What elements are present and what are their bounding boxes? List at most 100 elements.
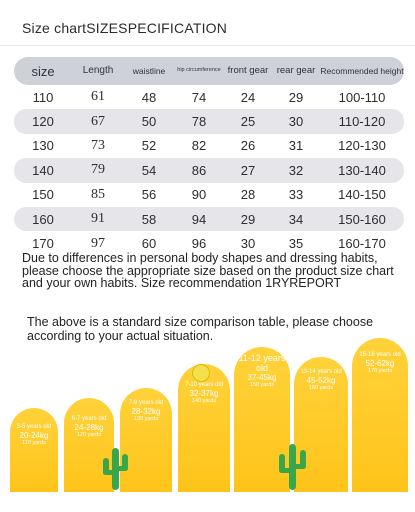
bar-height: 170 yards: [367, 368, 393, 374]
cell-waist: 54: [141, 162, 157, 178]
divider: [0, 45, 415, 46]
header-waistline: waistline: [132, 65, 166, 76]
bar-weight: 24-28kg: [74, 423, 104, 432]
bar-weight: 52-62kg: [365, 359, 395, 368]
table-row: 170 97 60 96 30 35 160-170: [14, 231, 404, 255]
sun-icon: [192, 364, 210, 382]
cell-length: 79: [91, 162, 105, 178]
cell-rear-gear: 29: [288, 89, 304, 105]
cell-height: 150-160: [338, 211, 386, 227]
bar-age: 15-16 years old: [359, 352, 401, 358]
cell-size: 140: [32, 162, 54, 178]
size-table: size Length waistline hip circumference …: [14, 57, 404, 256]
table-row: 150 85 56 90 28 33 140-150: [14, 183, 404, 207]
bar-age: 6-7 years old: [71, 416, 107, 422]
cell-waist: 48: [141, 89, 157, 105]
cell-front-gear: 25: [240, 114, 256, 130]
cell-waist: 50: [141, 114, 157, 130]
size-disclaimer: Due to differences in personal body shap…: [22, 251, 394, 291]
cell-height: 140-150: [338, 187, 386, 203]
cell-length: 61: [91, 89, 105, 105]
cell-length: 73: [91, 137, 105, 153]
bar-age: 7-9 years old: [128, 400, 164, 406]
cell-waist: 60: [141, 236, 157, 252]
cell-height: 100-110: [338, 89, 386, 105]
growth-bar: 3-5 years old 20-24kg 110 yards: [10, 408, 58, 492]
cell-rear-gear: 35: [288, 236, 304, 252]
bar-age: 13-14 years old: [300, 369, 342, 375]
bar-weight: 32-37kg: [189, 389, 219, 398]
cell-rear-gear: 30: [288, 114, 304, 130]
cell-hip: 94: [191, 211, 207, 227]
cell-front-gear: 24: [240, 89, 256, 105]
cell-waist: 58: [141, 211, 157, 227]
table-row: 110 61 48 74 24 29 100-110: [14, 85, 404, 109]
table-row: 130 73 52 82 26 31 120-130: [14, 134, 404, 158]
cell-hip: 74: [191, 89, 207, 105]
cactus-icon: [103, 448, 128, 490]
bar-height: 140 yards: [191, 398, 217, 404]
cell-waist: 56: [141, 187, 157, 203]
cell-hip: 78: [191, 114, 207, 130]
cell-length: 91: [91, 211, 105, 227]
header-hip: hip circumference: [177, 67, 221, 74]
cell-size: 110: [32, 89, 54, 105]
cell-hip: 82: [191, 138, 207, 154]
table-row: 140 79 54 86 27 32 130-140: [14, 158, 404, 183]
cell-front-gear: 27: [240, 162, 256, 178]
cell-hip: 96: [191, 236, 207, 252]
table-row: 160 91 58 94 29 34 150-160: [14, 206, 404, 232]
bar-height: 120 yards: [76, 432, 102, 438]
cell-rear-gear: 31: [288, 138, 304, 154]
table-row: 120 67 50 78 25 30 110-120: [14, 109, 404, 134]
bar-weight: 28-32kg: [131, 407, 161, 416]
bar-height: 130 yards: [133, 416, 159, 422]
bar-height: 160 yards: [308, 385, 334, 391]
bar-height: 150 yards: [249, 382, 275, 388]
growth-bar: 7-10 years old 32-37kg 140 yards: [178, 364, 230, 492]
cell-front-gear: 30: [240, 236, 256, 252]
bar-weight: 45-52kg: [306, 376, 336, 385]
cell-waist: 52: [141, 138, 157, 154]
cell-length: 85: [91, 186, 105, 202]
header-rear-gear: rear gear: [276, 65, 316, 77]
cell-front-gear: 29: [240, 211, 256, 227]
header-front-gear: front gear: [227, 65, 269, 77]
cell-length: 67: [91, 113, 105, 129]
header-length: Length: [82, 65, 114, 76]
cell-length: 97: [91, 235, 105, 251]
cell-height: 160-170: [338, 236, 386, 252]
bar-age: 11-12 years old: [238, 353, 286, 373]
standard-note: The above is a standard size comparison …: [27, 315, 374, 343]
cell-height: 110-120: [338, 114, 386, 130]
bar-age: 7-10 years old: [184, 382, 224, 388]
cell-size: 170: [32, 236, 54, 252]
growth-bar: 15-16 years old 52-62kg 170 yards: [352, 338, 408, 492]
cell-hip: 90: [191, 187, 207, 203]
bar-height: 110 yards: [22, 440, 46, 446]
cactus-icon: [279, 444, 306, 490]
cell-front-gear: 28: [240, 187, 256, 203]
header-size: size: [31, 63, 55, 79]
cell-size: 150: [32, 187, 54, 203]
growth-bar: 6-7 years old 24-28kg 120 yards: [64, 398, 114, 492]
table-header-row: size Length waistline hip circumference …: [14, 57, 404, 85]
page-title: Size chartSIZESPECIFICATION: [22, 20, 228, 36]
cell-front-gear: 26: [240, 138, 256, 154]
cell-rear-gear: 32: [288, 162, 304, 178]
cell-size: 130: [32, 138, 54, 154]
cell-size: 120: [32, 114, 54, 130]
cell-height: 130-140: [338, 162, 386, 178]
bar-weight: 20-24kg: [19, 431, 49, 440]
ground: [0, 492, 415, 512]
cell-hip: 86: [191, 162, 207, 178]
header-recommended-height: Recommended height: [320, 65, 404, 76]
bar-age: 3-5 years old: [16, 424, 52, 430]
cell-size: 160: [32, 211, 54, 227]
bar-weight: 37-45kg: [247, 373, 277, 382]
growth-bar: 13-14 years old 45-52kg 160 yards: [294, 357, 348, 492]
cell-height: 120-130: [338, 138, 386, 154]
growth-bar: 7-9 years old 28-32kg 130 yards: [120, 388, 172, 492]
cell-rear-gear: 34: [288, 211, 304, 227]
cell-rear-gear: 33: [288, 187, 304, 203]
